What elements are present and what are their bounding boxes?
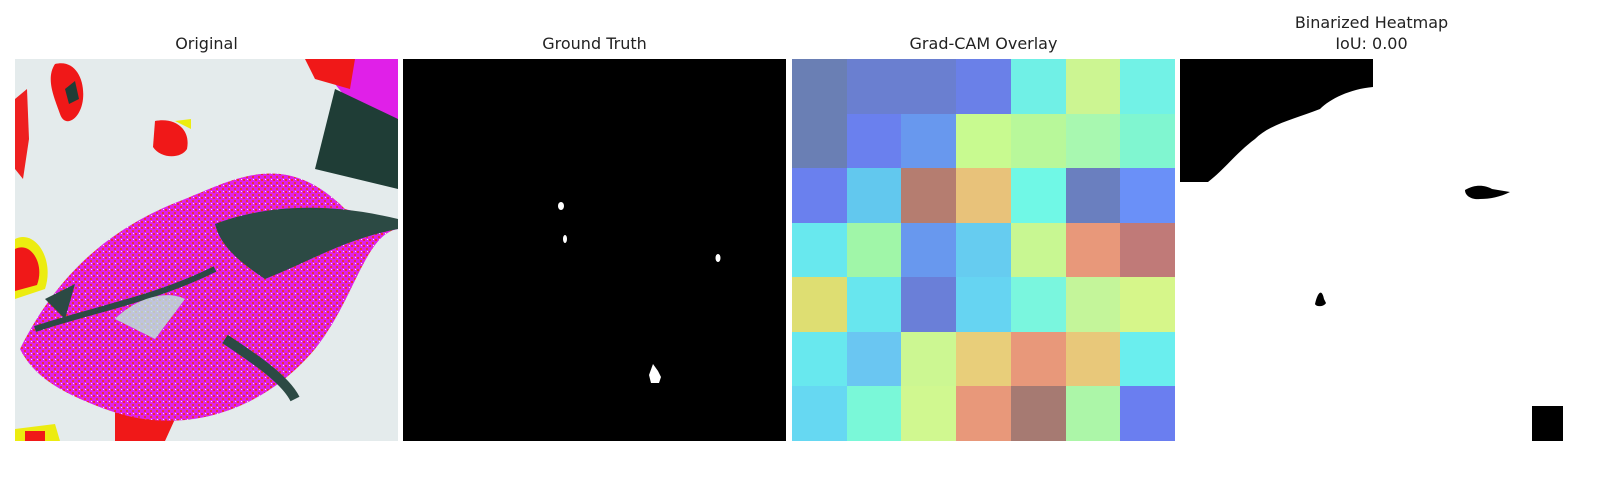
panel-title-ground-truth: Ground Truth — [542, 34, 647, 53]
mask-blob — [563, 235, 567, 243]
gradcam-cell — [1120, 114, 1175, 168]
gradcam-cell — [1120, 168, 1175, 223]
gradcam-cell — [847, 114, 901, 168]
gradcam-cell — [792, 114, 847, 168]
gradcam-cell — [1066, 59, 1120, 114]
gradcam-cell — [1066, 114, 1120, 168]
panel-title-binarized-heatmap: Binarized Heatmap — [1294, 13, 1449, 32]
heatmap-region — [1315, 292, 1326, 307]
gradcam-cell — [1120, 332, 1175, 386]
gradcam-cell — [956, 168, 1011, 223]
gradcam-cell — [1011, 114, 1066, 168]
heatmap-region — [1532, 406, 1563, 441]
gradcam-overlay — [792, 59, 1175, 441]
gradcam-cell — [1066, 277, 1120, 332]
gradcam-cell — [847, 332, 901, 386]
ground-truth-mask — [403, 59, 786, 441]
gradcam-cell — [901, 332, 956, 386]
binarized-heatmap-picture — [1180, 59, 1563, 441]
heatmap-region — [1465, 185, 1510, 200]
panel-title-gradcam-overlay: Grad-CAM Overlay — [909, 34, 1058, 53]
gradcam-cell — [956, 277, 1011, 332]
gradcam-grid — [792, 59, 1175, 441]
gradcam-cell — [792, 168, 847, 223]
heatmap-region — [1180, 59, 1373, 182]
gradcam-cell — [1011, 332, 1066, 386]
ground-truth-picture — [403, 59, 786, 441]
mask-blob — [649, 364, 661, 383]
gradcam-cell — [1066, 168, 1120, 223]
gradcam-cell — [1066, 386, 1120, 441]
original-image — [15, 59, 398, 441]
panel-subtitle-iou: IoU: 0.00 — [1335, 34, 1408, 53]
binarized-heatmap — [1180, 59, 1563, 441]
gradcam-cell — [956, 332, 1011, 386]
gradcam-cell — [792, 332, 847, 386]
gradcam-cell — [956, 223, 1011, 277]
gradcam-cell — [1066, 332, 1120, 386]
gradcam-cell — [901, 277, 956, 332]
gradcam-cell — [901, 168, 956, 223]
gradcam-cell — [1120, 277, 1175, 332]
gradcam-cell — [901, 59, 956, 114]
gradcam-cell — [1011, 386, 1066, 441]
gradcam-cell — [1011, 168, 1066, 223]
gradcam-cell — [792, 59, 847, 114]
mask-blob — [715, 254, 721, 262]
gradcam-cell — [901, 386, 956, 441]
gradcam-cell — [1011, 277, 1066, 332]
gradcam-cell — [956, 59, 1011, 114]
gradcam-cell — [901, 223, 956, 277]
gradcam-cell — [1120, 59, 1175, 114]
gradcam-cell — [792, 223, 847, 277]
panel-title-original: Original — [175, 34, 238, 53]
gradcam-cell — [1011, 59, 1066, 114]
gradcam-cell — [847, 277, 901, 332]
gradcam-cell — [1120, 223, 1175, 277]
gradcam-cell — [1120, 386, 1175, 441]
gradcam-cell — [901, 114, 956, 168]
gradcam-cell — [847, 223, 901, 277]
gradcam-cell — [1066, 223, 1120, 277]
original-leaf-picture — [15, 59, 398, 441]
gradcam-cell — [956, 114, 1011, 168]
gradcam-cell — [956, 386, 1011, 441]
gradcam-cell — [792, 277, 847, 332]
gradcam-cell — [1011, 223, 1066, 277]
gradcam-cell — [847, 168, 901, 223]
mask-blob — [558, 202, 564, 210]
gradcam-cell — [847, 386, 901, 441]
gradcam-cell — [847, 59, 901, 114]
gradcam-cell — [792, 386, 847, 441]
